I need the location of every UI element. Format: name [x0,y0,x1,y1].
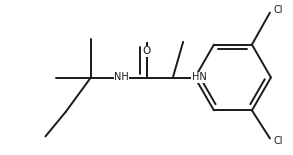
Text: Cl: Cl [273,136,283,146]
Text: HN: HN [192,73,207,82]
Text: NH: NH [114,73,129,82]
Text: O: O [142,46,151,57]
Text: Cl: Cl [273,5,283,15]
